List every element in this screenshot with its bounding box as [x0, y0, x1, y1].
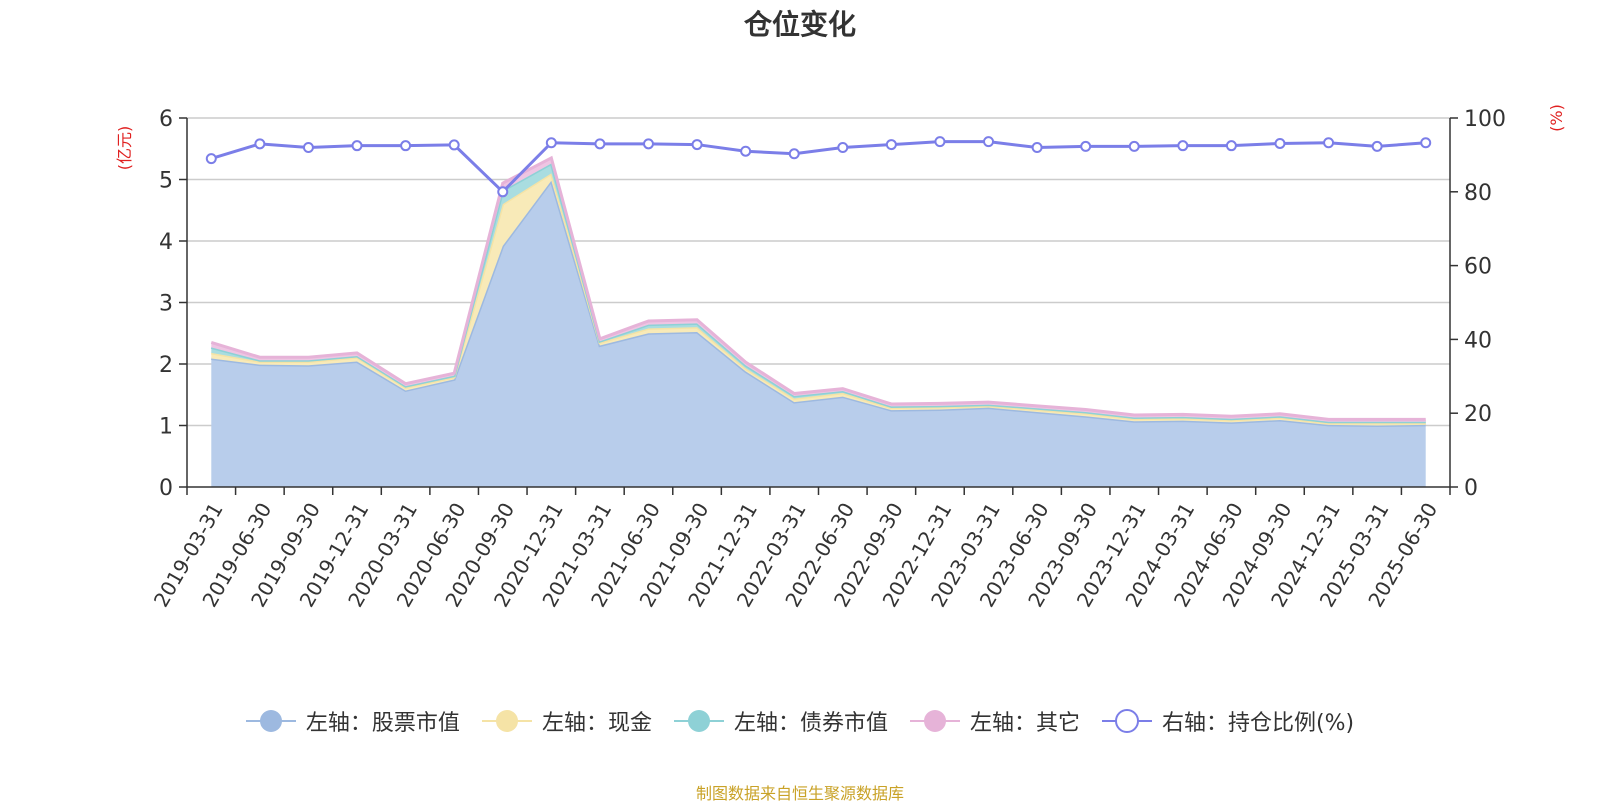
- holding-ratio-point: [1031, 142, 1043, 154]
- area-series-line-3: [210, 155, 1426, 421]
- holding-ratio-point: [788, 148, 800, 160]
- holding-ratio-point: [497, 186, 509, 198]
- circle-marker-icon: [673, 710, 724, 732]
- holding-ratio-point: [837, 142, 849, 154]
- right-tick-label: 20: [1464, 402, 1492, 427]
- holding-ratio-point: [1420, 137, 1432, 149]
- right-axis-ticks: 0 20 40 60 80 100: [1450, 107, 1506, 501]
- left-tick-label: 0: [159, 476, 173, 501]
- holding-ratio-point: [1371, 140, 1383, 152]
- legend-item-cash[interactable]: 左轴：现金: [481, 705, 652, 737]
- right-tick-label: 80: [1464, 181, 1492, 206]
- circle-marker-icon: [909, 710, 960, 732]
- right-tick-label: 0: [1464, 476, 1478, 501]
- legend-item-bond-value[interactable]: 左轴：债券市值: [673, 705, 888, 737]
- holding-ratio-point: [934, 136, 946, 148]
- legend-label: 左轴：债券市值: [733, 711, 888, 736]
- holding-ratio-point: [302, 142, 314, 154]
- left-tick-label: 3: [159, 292, 173, 317]
- left-tick-label: 5: [159, 169, 173, 194]
- holding-ratio-point: [1274, 137, 1286, 149]
- holding-ratio-point: [254, 138, 266, 150]
- chart-canvas: 仓位变化 (亿元) (%) 0 1 2 3 4 5 6 0 20 40 60 80 100 2019-…: [115, 8, 1566, 611]
- holding-ratio-point: [205, 153, 217, 165]
- holding-ratio-point: [594, 138, 606, 150]
- right-axis-unit: (%): [1547, 104, 1566, 132]
- holding-ratio-point: [351, 140, 363, 152]
- area-series-0: [211, 180, 1426, 488]
- circle-marker-icon: [481, 710, 532, 732]
- holding-ratio-point: [885, 139, 897, 151]
- circle-marker-icon: [245, 710, 296, 732]
- legend-label: 左轴：其它: [969, 711, 1080, 736]
- chart-title: 仓位变化: [744, 8, 856, 41]
- holding-ratio-point: [642, 138, 654, 150]
- legend-item-other[interactable]: 左轴：其它: [909, 705, 1080, 737]
- x-axis-ticks: 2019-03-312019-06-302019-09-302019-12-31…: [149, 487, 1451, 611]
- holding-ratio-point: [1080, 140, 1092, 152]
- right-tick-label: 100: [1464, 107, 1506, 132]
- holding-ratio-point: [983, 136, 995, 148]
- holding-ratio-point: [1177, 140, 1189, 152]
- holding-ratio-point: [1323, 137, 1335, 149]
- left-tick-label: 4: [159, 230, 173, 255]
- left-axis-unit: (亿元): [115, 126, 134, 171]
- legend-label: 右轴：持仓比例(%): [1161, 711, 1355, 736]
- left-tick-label: 1: [159, 415, 173, 440]
- holding-ratio-point: [400, 140, 412, 152]
- legend-item-holding-ratio[interactable]: 右轴：持仓比例(%): [1101, 705, 1355, 737]
- hollow-circle-marker-icon: [1101, 709, 1152, 733]
- holding-ratio-line: [210, 140, 1426, 194]
- right-tick-label: 40: [1464, 328, 1492, 353]
- legend: 左轴：股票市值 左轴：现金 左轴：债券市值 左轴：其它 右轴：持仓比例(%): [0, 706, 1600, 736]
- legend-item-stock-value[interactable]: 左轴：股票市值: [245, 705, 460, 737]
- data-source-note: 制图数据来自恒生聚源数据库: [695, 784, 904, 803]
- legend-label: 左轴：股票市值: [305, 711, 460, 736]
- right-tick-label: 60: [1464, 255, 1492, 280]
- holding-ratio-line-group: [205, 136, 1432, 198]
- holding-ratio-point: [691, 139, 703, 151]
- left-tick-label: 2: [159, 353, 173, 378]
- legend-label: 左轴：现金: [541, 711, 652, 736]
- left-axis-ticks: 0 1 2 3 4 5 6: [159, 107, 187, 501]
- holding-ratio-point: [1128, 140, 1140, 152]
- holding-ratio-point: [740, 145, 752, 157]
- holding-ratio-point: [1225, 140, 1237, 152]
- holding-ratio-point: [448, 139, 460, 151]
- holding-ratio-point: [545, 137, 557, 149]
- left-tick-label: 6: [159, 107, 173, 132]
- area-series-group: [210, 155, 1426, 488]
